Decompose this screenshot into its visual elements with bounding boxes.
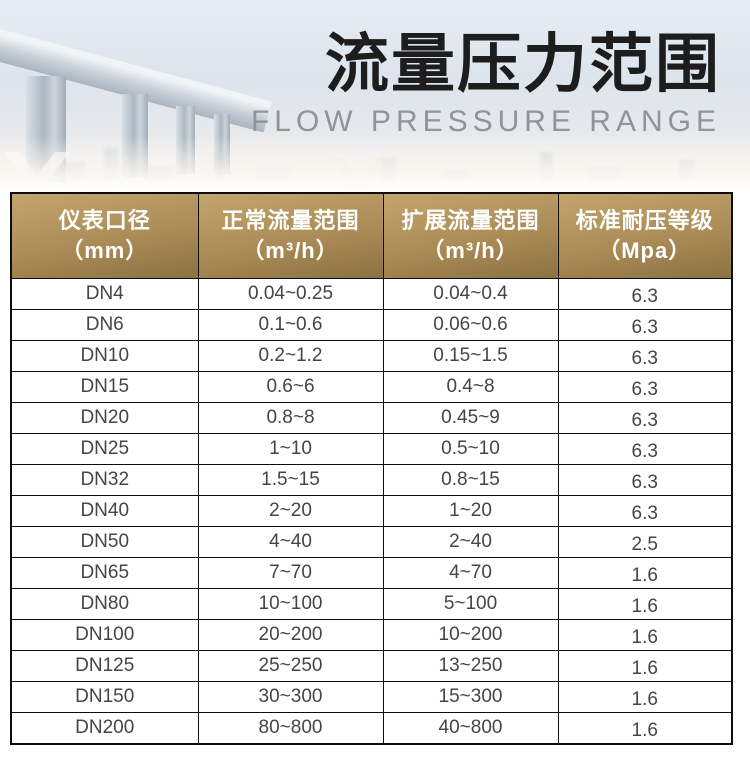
value-cell: 1.6 — [557, 588, 733, 620]
value-cell: 6.3 — [557, 402, 733, 434]
page-title: 流量压力范围 — [325, 28, 721, 100]
table-row: DN25 1~10 0.5~10 6.3 — [10, 433, 733, 465]
value-cell: 4~40 — [197, 526, 384, 558]
value-cell: 1.6 — [557, 712, 733, 745]
value-cell: 0.4~8 — [382, 371, 559, 403]
table-row: DN40 2~20 1~20 6.3 — [10, 495, 733, 527]
value-cell: 6.3 — [557, 433, 733, 465]
value-cell: 0.1~0.6 — [197, 309, 384, 341]
size-cell: DN32 — [10, 464, 199, 496]
hero-banner: 流量压力范围 FLOW PRESSURE RANGE — [0, 0, 750, 192]
value-cell: 2~40 — [382, 526, 559, 558]
value-cell: 1.6 — [557, 557, 733, 589]
size-cell: DN10 — [10, 340, 199, 372]
value-cell: 30~300 — [197, 681, 384, 713]
size-cell: DN65 — [10, 557, 199, 589]
value-cell: 6.3 — [557, 371, 733, 403]
size-cell: DN40 — [10, 495, 199, 527]
table-row: DN100 20~200 10~200 1.6 — [10, 619, 733, 651]
value-cell: 0.6~6 — [197, 371, 384, 403]
table-row: DN6 0.1~0.6 0.06~0.6 6.3 — [10, 309, 733, 341]
value-cell: 0.8~15 — [382, 464, 559, 496]
table-row: DN10 0.2~1.2 0.15~1.5 6.3 — [10, 340, 733, 372]
value-cell: 0.2~1.2 — [197, 340, 384, 372]
value-cell: 1~20 — [382, 495, 559, 527]
column-header: 正常流量范围 （m³/h） — [197, 192, 384, 279]
value-cell: 4~70 — [382, 557, 559, 589]
value-cell: 1~10 — [197, 433, 384, 465]
table-row: DN80 10~100 5~100 1.6 — [10, 588, 733, 620]
column-name: 扩展流量范围 — [401, 208, 540, 233]
value-cell: 1.5~15 — [197, 464, 384, 496]
value-cell: 0.45~9 — [382, 402, 559, 434]
table-row: DN4 0.04~0.25 0.04~0.4 6.3 — [10, 278, 733, 310]
column-name: 正常流量范围 — [221, 208, 360, 233]
value-cell: 0.5~10 — [382, 433, 559, 465]
flow-pressure-table: 仪表口径 （mm） 正常流量范围 （m³/h） 扩展流量范围 （m³/h） 标准耐压等级 （M… — [10, 192, 733, 745]
size-cell: DN25 — [10, 433, 199, 465]
value-cell: 1.6 — [557, 681, 733, 713]
header-row: 仪表口径 （mm） 正常流量范围 （m³/h） 扩展流量范围 （m³/h） 标准耐压等级 （M… — [10, 192, 733, 279]
table-row: DN32 1.5~15 0.8~15 6.3 — [10, 464, 733, 496]
page-subtitle: FLOW PRESSURE RANGE — [250, 104, 721, 138]
value-cell: 20~200 — [197, 619, 384, 651]
size-cell: DN125 — [10, 650, 199, 682]
table-row: DN50 4~40 2~40 2.5 — [10, 526, 733, 558]
value-cell: 0.15~1.5 — [382, 340, 559, 372]
size-cell: DN150 — [10, 681, 199, 713]
value-cell: 6.3 — [557, 278, 733, 310]
table-body: DN4 0.04~0.25 0.04~0.4 6.3 DN6 0.1~0.6 0.06~0.… — [10, 278, 733, 745]
table-row: DN65 7~70 4~70 1.6 — [10, 557, 733, 589]
hero-fade — [0, 136, 750, 192]
value-cell: 15~300 — [382, 681, 559, 713]
table-row: DN125 25~250 13~250 1.6 — [10, 650, 733, 682]
value-cell: 0.04~0.25 — [197, 278, 384, 310]
title-block: 流量压力范围 FLOW PRESSURE RANGE — [251, 26, 721, 138]
size-cell: DN200 — [10, 712, 199, 745]
size-cell: DN100 — [10, 619, 199, 651]
value-cell: 6.3 — [557, 495, 733, 527]
size-cell: DN6 — [10, 309, 199, 341]
value-cell: 40~800 — [382, 712, 559, 745]
value-cell: 0.06~0.6 — [382, 309, 559, 341]
value-cell: 2.5 — [557, 526, 733, 558]
column-unit: （m³/h） — [422, 238, 519, 263]
size-cell: DN50 — [10, 526, 199, 558]
value-cell: 7~70 — [197, 557, 384, 589]
value-cell: 10~200 — [382, 619, 559, 651]
column-header: 标准耐压等级 （Mpa） — [557, 192, 733, 279]
value-cell: 5~100 — [382, 588, 559, 620]
table-row: DN15 0.6~6 0.4~8 6.3 — [10, 371, 733, 403]
size-cell: DN20 — [10, 402, 199, 434]
value-cell: 80~800 — [197, 712, 384, 745]
value-cell: 10~100 — [197, 588, 384, 620]
size-cell: DN4 — [10, 278, 199, 310]
table-row: DN150 30~300 15~300 1.6 — [10, 681, 733, 713]
size-cell: DN80 — [10, 588, 199, 620]
table-row: DN200 80~800 40~800 1.6 — [10, 712, 733, 745]
column-unit: （mm） — [61, 238, 149, 263]
size-cell: DN15 — [10, 371, 199, 403]
column-name: 仪表口径 — [58, 208, 151, 233]
value-cell: 0.8~8 — [197, 402, 384, 434]
value-cell: 13~250 — [382, 650, 559, 682]
value-cell: 0.04~0.4 — [382, 278, 559, 310]
value-cell: 6.3 — [557, 309, 733, 341]
column-header: 扩展流量范围 （m³/h） — [382, 192, 559, 279]
column-unit: （Mpa） — [598, 238, 692, 263]
value-cell: 1.6 — [557, 619, 733, 651]
column-unit: （m³/h） — [242, 238, 339, 263]
value-cell: 6.3 — [557, 340, 733, 372]
value-cell: 2~20 — [197, 495, 384, 527]
value-cell: 6.3 — [557, 464, 733, 496]
table-row: DN20 0.8~8 0.45~9 6.3 — [10, 402, 733, 434]
value-cell: 1.6 — [557, 650, 733, 682]
column-name: 标准耐压等级 — [575, 208, 714, 233]
column-header: 仪表口径 （mm） — [10, 192, 199, 279]
value-cell: 25~250 — [197, 650, 384, 682]
